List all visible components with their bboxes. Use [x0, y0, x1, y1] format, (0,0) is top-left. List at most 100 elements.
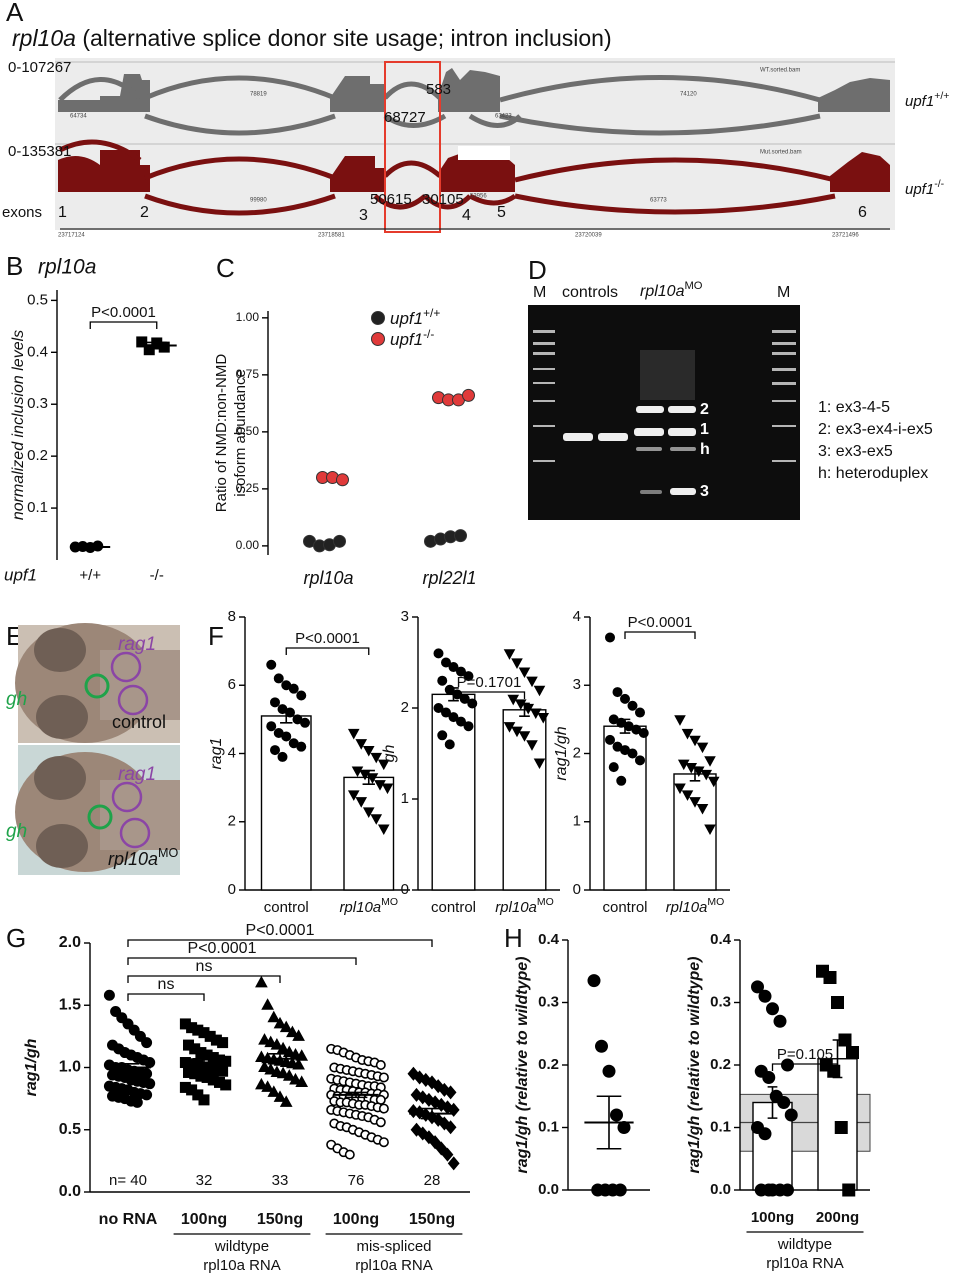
- coordinate: 23717124: [58, 233, 85, 239]
- lane-sup: MO: [684, 280, 702, 292]
- point: [375, 1117, 386, 1128]
- condition-label: rpl10aMO: [108, 846, 179, 868]
- point: [627, 748, 638, 759]
- point: [448, 712, 459, 723]
- point: [681, 790, 694, 801]
- group-label: rpl10a RNA: [766, 1255, 844, 1272]
- error-bar: [116, 1062, 140, 1073]
- x-tick-label: control: [264, 899, 309, 916]
- gh-circle: [87, 804, 113, 830]
- point: [441, 657, 451, 668]
- y-tick-label: 0.0: [538, 1181, 559, 1198]
- point: [677, 759, 690, 771]
- legend-marker: [371, 332, 385, 346]
- bar: [260, 715, 312, 891]
- x-tick-label: 150ng: [409, 1211, 455, 1228]
- point: [273, 1090, 287, 1102]
- point: [366, 773, 379, 784]
- point: [444, 739, 455, 750]
- point: [437, 675, 448, 686]
- point: [270, 745, 280, 756]
- point: [605, 632, 615, 643]
- error-bar: [420, 1107, 444, 1120]
- point: [441, 707, 451, 718]
- point: [286, 1025, 299, 1038]
- annotation: P=0.1701: [457, 674, 522, 691]
- point: [433, 703, 444, 713]
- point: [758, 1127, 772, 1141]
- point: [333, 534, 346, 548]
- x-tick-label: +/+: [79, 567, 101, 584]
- point: [842, 1183, 856, 1197]
- point: [255, 1077, 268, 1090]
- x-tick-label-main: control: [602, 899, 647, 916]
- point: [762, 1183, 776, 1197]
- rag1-circle: [117, 684, 149, 716]
- point: [261, 998, 274, 1010]
- point: [381, 783, 394, 795]
- gene-label: rag1: [118, 764, 156, 785]
- point: [685, 763, 698, 774]
- bracket: [624, 631, 696, 639]
- y-tick-label: 0.25: [236, 481, 260, 495]
- gene-label: rag1: [118, 634, 156, 655]
- junction-count: 64734: [70, 114, 87, 120]
- error-bar: [192, 1057, 216, 1068]
- junction-count: 63773: [650, 198, 667, 204]
- point: [704, 756, 716, 767]
- y-axis-label: rag1/gh (relative to wildtype): [686, 957, 703, 1174]
- y-tick-label: 4: [573, 608, 581, 625]
- point: [429, 1135, 442, 1150]
- point: [347, 728, 360, 740]
- y-tick-label: 0.1: [27, 499, 48, 516]
- y-axis-label: Ratio of NMD:non-NMD: [213, 354, 230, 513]
- junction-count: 78819: [250, 92, 267, 98]
- track-range: 0-107267: [8, 59, 71, 76]
- point: [823, 971, 837, 984]
- panel-letter: A: [6, 0, 24, 27]
- point: [773, 1014, 787, 1028]
- highlight-box: [384, 61, 441, 233]
- point: [781, 1183, 794, 1197]
- exon-number: 5: [497, 204, 506, 221]
- panel-letter: G: [6, 923, 26, 953]
- exon-number: 3: [359, 207, 368, 224]
- legend-label: upf1-/-: [390, 327, 434, 349]
- legend-label-main: upf1: [390, 330, 423, 349]
- genotype-sup: -/-: [934, 178, 944, 190]
- point: [141, 1037, 153, 1049]
- bracket: [127, 975, 281, 983]
- point: [612, 687, 623, 698]
- trunk: [100, 650, 180, 720]
- junction-count: 74120: [680, 92, 697, 98]
- x-tick-label-main: rpl10a: [666, 899, 708, 916]
- bracket: [285, 647, 370, 655]
- error-bar: [832, 1039, 843, 1079]
- y-tick-label: 0.3: [538, 993, 559, 1010]
- point: [220, 1079, 232, 1091]
- genotype: upf1+/+: [905, 90, 949, 110]
- rag1-circle: [119, 817, 151, 849]
- bar: [603, 725, 647, 891]
- condition-label: control: [112, 712, 166, 732]
- eye: [36, 695, 88, 739]
- point: [279, 1020, 293, 1033]
- point: [131, 1096, 143, 1108]
- point: [700, 769, 713, 781]
- condition-gene: rpl10a: [108, 849, 158, 869]
- point: [276, 1066, 290, 1079]
- point: [627, 700, 638, 711]
- junction-label: 30105: [422, 191, 464, 208]
- y-tick-label: 0.2: [27, 447, 48, 464]
- point: [289, 1072, 302, 1085]
- exons-label: exons: [2, 204, 42, 221]
- y-tick-label: 0: [228, 881, 236, 898]
- point: [448, 662, 459, 673]
- x-tick-label: 100ng: [333, 1211, 379, 1228]
- point: [267, 1085, 281, 1097]
- bracket: [452, 691, 526, 699]
- gel-bg: [528, 305, 800, 520]
- point: [300, 717, 310, 728]
- gel-key: 1: ex3-4-5 2: ex3-ex4-i-ex5 3: ex3-ex5 h…: [818, 399, 933, 482]
